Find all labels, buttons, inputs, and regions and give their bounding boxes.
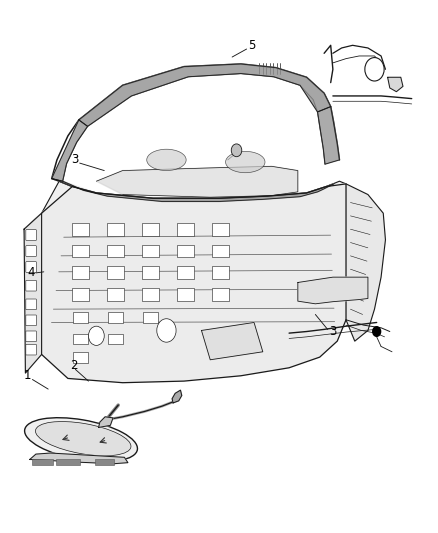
- Bar: [107, 245, 124, 257]
- Bar: [72, 223, 89, 236]
- Text: 1: 1: [23, 369, 31, 382]
- Text: 5: 5: [248, 39, 255, 52]
- Polygon shape: [52, 120, 88, 181]
- Bar: [212, 288, 229, 301]
- FancyBboxPatch shape: [26, 262, 36, 272]
- Bar: [212, 245, 229, 257]
- Bar: [107, 223, 124, 236]
- Circle shape: [373, 327, 381, 336]
- Bar: [177, 245, 194, 257]
- Bar: [32, 459, 53, 465]
- Bar: [142, 245, 159, 257]
- Ellipse shape: [25, 418, 138, 462]
- Circle shape: [231, 144, 242, 157]
- Bar: [72, 288, 89, 301]
- Bar: [72, 245, 89, 257]
- Text: 3: 3: [329, 325, 336, 338]
- FancyBboxPatch shape: [26, 344, 36, 355]
- FancyBboxPatch shape: [26, 299, 36, 310]
- Bar: [56, 459, 80, 465]
- Polygon shape: [298, 277, 368, 304]
- Polygon shape: [99, 417, 113, 427]
- Text: 4: 4: [27, 266, 35, 279]
- Circle shape: [157, 319, 176, 342]
- Text: 2: 2: [70, 359, 78, 372]
- Bar: [177, 266, 194, 279]
- Bar: [177, 288, 194, 301]
- Bar: [108, 312, 123, 323]
- Bar: [177, 223, 194, 236]
- FancyBboxPatch shape: [26, 315, 36, 326]
- Bar: [142, 266, 159, 279]
- Polygon shape: [346, 184, 385, 341]
- Bar: [107, 266, 124, 279]
- Polygon shape: [63, 181, 323, 201]
- Polygon shape: [388, 77, 403, 92]
- Polygon shape: [318, 107, 339, 164]
- Polygon shape: [42, 184, 346, 383]
- Circle shape: [88, 326, 104, 345]
- Bar: [212, 266, 229, 279]
- Polygon shape: [30, 453, 128, 464]
- FancyBboxPatch shape: [26, 246, 36, 256]
- Polygon shape: [96, 166, 298, 197]
- Bar: [212, 223, 229, 236]
- Bar: [72, 266, 89, 279]
- Polygon shape: [52, 179, 334, 201]
- Ellipse shape: [147, 149, 186, 171]
- Bar: [142, 223, 159, 236]
- Ellipse shape: [35, 422, 131, 456]
- Bar: [73, 312, 88, 323]
- Bar: [95, 459, 114, 465]
- Bar: [108, 334, 123, 344]
- FancyBboxPatch shape: [26, 230, 36, 240]
- Circle shape: [365, 58, 384, 81]
- Text: 3: 3: [71, 154, 78, 166]
- Ellipse shape: [226, 151, 265, 173]
- Bar: [73, 352, 88, 363]
- Bar: [73, 334, 88, 344]
- Bar: [107, 288, 124, 301]
- FancyBboxPatch shape: [26, 280, 36, 291]
- Polygon shape: [79, 64, 331, 126]
- FancyBboxPatch shape: [26, 331, 36, 342]
- Polygon shape: [24, 181, 346, 273]
- Polygon shape: [201, 322, 263, 360]
- Bar: [143, 312, 158, 323]
- Polygon shape: [24, 213, 42, 373]
- Bar: [142, 288, 159, 301]
- Polygon shape: [172, 390, 182, 403]
